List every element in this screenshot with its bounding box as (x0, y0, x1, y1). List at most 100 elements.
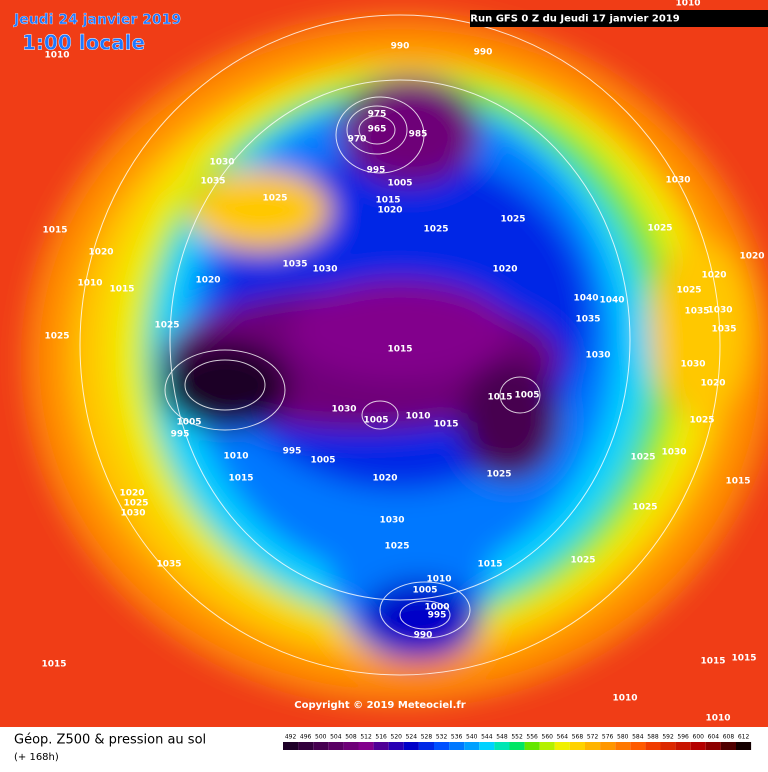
isobar-label: 1035 (200, 177, 225, 187)
isobar-label: 990 (414, 631, 433, 641)
isobar-label: 1015 (228, 474, 253, 484)
colorbar-swatch (313, 742, 329, 750)
isobar-label: 1030 (120, 509, 145, 519)
isobar-label: 1025 (423, 225, 448, 235)
isobar-label: 975 (368, 110, 387, 120)
isobar-label: 1015 (433, 420, 458, 430)
isobar-label: 1010 (223, 452, 248, 462)
copyright: Copyright © 2019 Meteociel.fr (294, 700, 465, 711)
isobar-label: 1015 (387, 345, 412, 355)
colorbar-tick-label: 604 (708, 734, 720, 741)
isobar-label: 1030 (585, 351, 610, 361)
isobar-label: 1035 (575, 315, 600, 325)
isobar-label: 1020 (492, 265, 517, 275)
colorbar-swatch (585, 742, 601, 750)
colorbar-tick-label: 504 (330, 734, 342, 741)
colorbar-swatch (554, 742, 570, 750)
colorbar-swatch (645, 742, 661, 750)
colorbar-swatch (524, 742, 540, 750)
isobar-label: 1020 (88, 248, 113, 258)
isobar-label: 1020 (377, 206, 402, 216)
colorbar-tick-label: 608 (723, 734, 735, 741)
isobar-label: 1015 (477, 560, 502, 570)
colorbar-tick-label: 576 (602, 734, 614, 741)
isobar-label: 1010 (77, 279, 102, 289)
isobar-label: 1025 (154, 321, 179, 331)
colorbar-swatch (343, 742, 359, 750)
isobar-label: 1015 (700, 657, 725, 667)
isobar-label: 965 (368, 125, 387, 135)
colorbar-swatch (494, 742, 510, 750)
colorbar-tick-label: 584 (632, 734, 644, 741)
colorbar-tick-label: 520 (391, 734, 403, 741)
colorbar-tick-label: 496 (300, 734, 312, 741)
colorbar-tick-label: 512 (360, 734, 372, 741)
isobar-label: 1025 (123, 499, 148, 509)
isobar-label: 1005 (363, 416, 388, 426)
isobar-label: 1025 (44, 332, 69, 342)
isobar-label: 1015 (109, 285, 134, 295)
colorbar-swatch (660, 742, 676, 750)
isobar-label: 1020 (119, 489, 144, 499)
colorbar-swatch (283, 742, 299, 750)
isobar-label: 1015 (42, 226, 67, 236)
colorbar-swatch (358, 742, 374, 750)
valid-time: 1:00 locale (22, 31, 145, 55)
isobar-label: 1040 (599, 296, 624, 306)
isobar-label: 995 (428, 611, 447, 621)
colorbar-swatch (328, 742, 344, 750)
run-banner (470, 10, 768, 27)
isobar-label: 1030 (665, 176, 690, 186)
colorbar-swatch (569, 742, 585, 750)
isobar-label: 995 (171, 430, 190, 440)
isobar-label: 1025 (486, 470, 511, 480)
isobar-label: 1025 (632, 503, 657, 513)
isobar-label: 1030 (331, 405, 356, 415)
colorbar-tick-label: 560 (542, 734, 554, 741)
colorbar-swatch (690, 742, 706, 750)
colorbar-swatch (736, 742, 752, 750)
colorbar-tick-label: 568 (572, 734, 584, 741)
colorbar-tick-label: 528 (421, 734, 433, 741)
colorbar-swatch (373, 742, 389, 750)
isobar-label: 1015 (41, 660, 66, 670)
isobar-label: 1030 (707, 306, 732, 316)
isobar-label: 1005 (176, 418, 201, 428)
isobar-label: 1035 (684, 307, 709, 317)
footer-title: Géop. Z500 & pression au sol (14, 733, 206, 748)
isobar-label: 990 (474, 48, 493, 58)
isobar-label: 1010 (705, 714, 730, 724)
colorbar-tick-label: 532 (436, 734, 448, 741)
colorbar-tick-label: 548 (496, 734, 508, 741)
isobar-label: 995 (367, 166, 386, 176)
footer-lead: (+ 168h) (14, 752, 59, 763)
isobar-label: 1025 (647, 224, 672, 234)
colorbar-swatch (298, 742, 314, 750)
isobar-label: 1010 (426, 575, 451, 585)
colorbar-tick-label: 580 (617, 734, 629, 741)
colorbar-tick-label: 536 (451, 734, 463, 741)
isobar-label: 1015 (375, 196, 400, 206)
colorbar-tick-label: 492 (285, 734, 297, 741)
isobar-label: 1025 (689, 416, 714, 426)
colorbar-swatch (464, 742, 480, 750)
isobar-label: 1005 (387, 179, 412, 189)
colorbar-swatch (479, 742, 495, 750)
colorbar-tick-label: 588 (647, 734, 659, 741)
colorbar-tick-label: 572 (587, 734, 599, 741)
isobar-label: 1010 (44, 51, 69, 61)
isobar-label: 990 (391, 42, 410, 52)
isobar-label: 1020 (701, 271, 726, 281)
isobar-label: 1020 (372, 474, 397, 484)
colorbar-tick-label: 552 (511, 734, 523, 741)
isobar-label: 1005 (412, 586, 437, 596)
isobar-label: 1005 (310, 456, 335, 466)
isobar-label: 1000 (424, 603, 449, 613)
isobar-label: 1020 (700, 379, 725, 389)
isobar-label: 1030 (312, 265, 337, 275)
isobar-label: 1025 (570, 556, 595, 566)
colorbar-tick-label: 556 (526, 734, 538, 741)
